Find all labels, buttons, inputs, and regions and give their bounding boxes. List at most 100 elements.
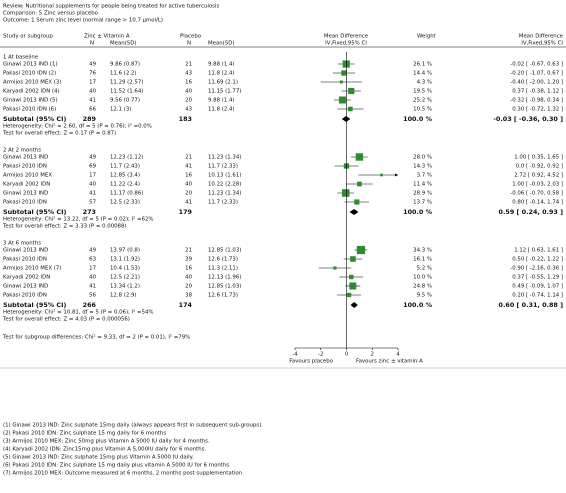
study-square (349, 282, 357, 290)
study-square (354, 199, 360, 205)
effect: 1.00 [ -0.03, 2.03 ] (512, 182, 563, 188)
col-effect: Mean Difference (519, 34, 564, 40)
mean-sd2: 11.8 (2.4) (208, 107, 235, 113)
footnote: (4) Karyadi 2002 IDN: Zinc15mg plus Vita… (3, 447, 206, 453)
effect: 0.80 [ -0.14, 1.74 ] (512, 200, 563, 206)
study-square (350, 256, 356, 262)
group-title: 1 At baseline (3, 55, 39, 61)
weight: 19.5 % (413, 89, 432, 95)
study-square (346, 292, 352, 298)
n1: 17 (89, 80, 96, 86)
col-study: Study or subgroup (3, 34, 53, 40)
subtotal-diamond (341, 116, 351, 122)
weight: 24.8 % (413, 284, 432, 290)
overall-effect: Test for overall effect: Z = 3.33 (P = 0… (2, 224, 127, 230)
weight: 5.2 % (417, 266, 432, 272)
subtotal-n1: 273 (83, 208, 96, 216)
heterogeneity: Heterogeneity: Chi² = 2.60, df = 5 (P = … (3, 123, 152, 130)
mean-sd1: 11.22 (2.4) (110, 182, 140, 188)
weight: 26.1 % (413, 62, 432, 68)
mean-sd2: 11.8 (2.4) (208, 71, 235, 77)
group-title: 3 At 6 months (3, 241, 41, 247)
n1: 17 (89, 173, 96, 179)
x-tick-label: 2 (371, 352, 374, 358)
heterogeneity: Heterogeneity: Chi² = 10.81, df = 5 (P =… (3, 309, 154, 316)
mean-sd1: 13.1 (1.92) (110, 257, 140, 263)
weight: 28.0 % (413, 155, 432, 161)
study: Pakasi 2010 IDN (3, 293, 47, 299)
footnote: (5) Ginawi 2013 IND: Zinc sulphate 15mg … (3, 455, 194, 461)
effect: -0.20 [ -1.07, 0.67 ] (510, 71, 563, 77)
n2: 21 (185, 248, 192, 254)
subtotal-diamond (350, 302, 358, 308)
mean-sd2: 12.85 (1.03) (208, 284, 241, 290)
mean-sd1: 9.86 (0.87) (110, 62, 140, 68)
subtotal-diamond (349, 209, 359, 215)
effect: 0.50 [ -0.22, 1.22 ] (512, 257, 563, 263)
effect: 0.20 [ -0.74, 1.14 ] (512, 293, 563, 299)
footnote: (3) Armijos 2010 MEX: Zinc 50mg plus Vit… (3, 439, 210, 445)
col-weight: Weight (417, 34, 436, 40)
study: Ginawi 2013 IND (5) (3, 98, 58, 104)
effect: -0.40 [ -2.00, 1.20 ] (510, 80, 563, 86)
n2: 40 (185, 275, 192, 281)
subtotal-weight: 100.0 % (403, 301, 432, 309)
n2: 21 (185, 155, 192, 161)
mean-sd1: 10.4 (1.53) (110, 266, 140, 272)
study: Karyadi 2002 IDN (3, 275, 50, 281)
subtotal-weight: 100.0 % (403, 208, 432, 216)
mean-sd2: 12.6 (1.73) (208, 293, 238, 299)
comparison: Comparison: 5 Zinc versus placebo (3, 11, 98, 17)
n1: 41 (89, 191, 96, 197)
subtotal-label: Subtotal (95% CI) (3, 115, 66, 123)
n1: 40 (89, 182, 96, 188)
n1: 57 (89, 200, 96, 206)
n2: 16 (185, 266, 192, 272)
mean-sd1: 12.8 (2.9) (110, 293, 137, 299)
subtotal-label: Subtotal (95% CI) (3, 208, 66, 216)
group-title: 2 At 2 months (3, 148, 41, 154)
study: Pakasi 2010 IDN (3, 257, 47, 263)
overall-effect: Test for overall effect: Z = 0.17 (P = 0… (2, 131, 116, 137)
study: Karyadi 2002 IDN (4) (3, 89, 60, 95)
mean-sd1: 12.5 (2.33) (110, 200, 140, 206)
weight: 34.3 % (413, 248, 432, 254)
weight: 9.5 % (417, 293, 432, 299)
mean-sd2: 11.23 (1.34) (208, 155, 241, 161)
study: Pakasi 2010 IDN (6) (3, 107, 56, 113)
study: Karyadi 2002 IDN (3, 182, 50, 188)
n1: 49 (89, 62, 96, 68)
subtotal-effect: 0.59 [ 0.24, 0.93 ] (499, 208, 564, 216)
weight: 11.4 % (413, 182, 432, 188)
study-square (357, 181, 362, 187)
subtotal-effect: 0.60 [ 0.31, 0.88 ] (499, 301, 564, 309)
effect: -0.90 [ -2.16, 0.36 ] (510, 266, 563, 272)
subtotal-n2: 174 (179, 301, 193, 309)
mean-sd2: 11.7 (2.33) (208, 200, 238, 206)
mean-sd2: 11.15 (1.77) (208, 89, 241, 95)
weight: 13.7 % (413, 200, 432, 206)
n1: 56 (89, 293, 96, 299)
effect: 0.30 [ -0.72, 1.32 ] (512, 107, 563, 113)
study-square (339, 80, 343, 84)
outcome: Outcome: 1 Serum zinc level (normal rang… (3, 18, 163, 24)
weight: 14.4 % (413, 71, 432, 77)
mean-sd1: 12.1 (3) (110, 107, 131, 113)
mean-sd2: 11.7 (2.33) (208, 164, 238, 170)
effect: 1.00 [ 0.35, 1.65 ] (514, 155, 563, 161)
n2: 21 (185, 62, 192, 68)
n1: 76 (89, 71, 96, 77)
col-plot-sub: IV,Fixed,95% CI (325, 41, 367, 47)
mean-sd1: 13.34 (1.2) (110, 284, 140, 290)
effect: 0.37 [ -0.38, 1.12 ] (512, 89, 563, 95)
n2: 16 (185, 173, 192, 179)
n2: 20 (185, 284, 192, 290)
col-n1: N (90, 41, 94, 47)
study: Ginawi 2013 IND (1) (3, 62, 58, 68)
n2: 20 (185, 191, 192, 197)
effect: 0.0 [ -0.92, 0.92 ] (516, 164, 563, 170)
mean-sd2: 12.6 (1.73) (208, 257, 238, 263)
n1: 17 (89, 266, 96, 272)
effect: 1.12 [ 0.63, 1.61 ] (514, 248, 563, 254)
